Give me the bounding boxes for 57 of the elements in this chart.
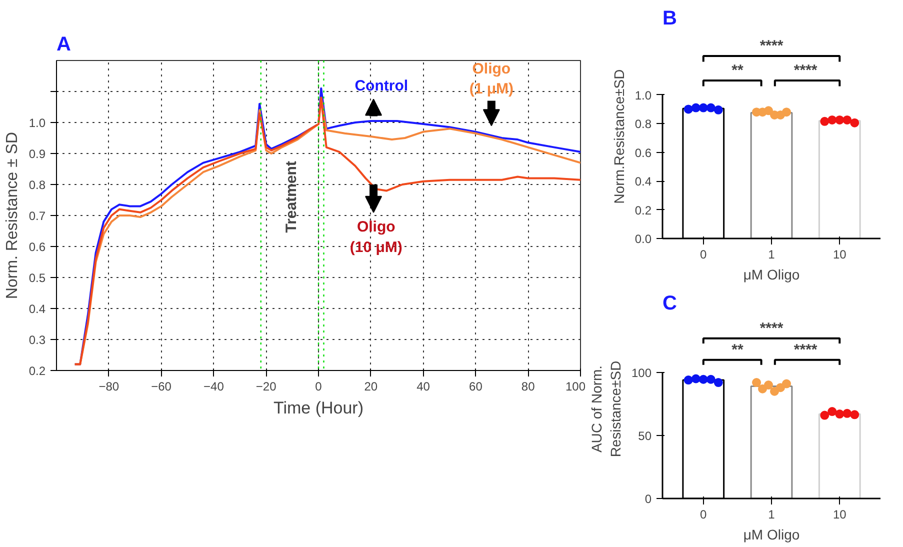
x-tick-label: 60 xyxy=(469,380,483,394)
x-tick-label: 40 xyxy=(416,380,430,394)
y-tick-label: 0.6 xyxy=(28,240,46,254)
x-tick-label: −80 xyxy=(98,380,120,394)
x-tick-label: 20 xyxy=(364,380,378,394)
series-label: Control xyxy=(354,78,408,95)
x-tick-label: 10 xyxy=(832,248,847,262)
y-tick-label: 0 xyxy=(644,492,652,506)
y-tick-label: 0.4 xyxy=(28,302,46,316)
x-tick-label: 0 xyxy=(315,380,322,394)
text: **** xyxy=(794,342,818,359)
text: Oligo (1 μM) xyxy=(469,60,514,98)
y-tick-label: 0.8 xyxy=(28,178,46,192)
x-tick-label: −60 xyxy=(151,380,172,394)
x-axis-title: μM Oligo xyxy=(743,526,800,542)
x-tick-label: 10 xyxy=(832,508,847,522)
y-tick-label: 0.5 xyxy=(28,271,46,285)
text: ** xyxy=(732,62,744,80)
chart-title: B xyxy=(662,8,677,30)
bar xyxy=(750,386,793,498)
x-tick-label: −40 xyxy=(204,380,224,394)
y-tick-label: 0.2 xyxy=(634,203,652,218)
y-tick-label: 0.7 xyxy=(28,209,46,223)
y-tick-label: 0.4 xyxy=(634,174,652,189)
x-tick-label: 1 xyxy=(768,508,776,522)
x-tick-label: 0 xyxy=(700,508,708,522)
text: **** xyxy=(760,38,784,55)
text: Oligo (10 μM) xyxy=(350,218,402,256)
y-tick-label: 0.6 xyxy=(634,146,652,160)
y-axis-title: AUC of Norm. Resistance±SD xyxy=(588,360,624,458)
x-tick-label: 0 xyxy=(700,248,708,262)
text: **** xyxy=(760,320,784,338)
chart-title: C xyxy=(662,292,677,314)
text: **** xyxy=(794,62,818,80)
annotation: Treatment xyxy=(283,161,300,233)
y-tick-label: 0.0 xyxy=(634,232,652,246)
bar xyxy=(818,120,861,238)
x-tick-label: 100 xyxy=(565,380,586,394)
bar xyxy=(818,413,861,498)
y-tick-label: 1.0 xyxy=(28,116,46,130)
x-tick-label: 80 xyxy=(521,380,536,394)
y-tick-label: 1.0 xyxy=(634,88,652,102)
y-tick-label: 0.2 xyxy=(28,364,46,378)
text: ** xyxy=(732,342,744,359)
y-axis-title: Norm. Resistance ± SD xyxy=(4,132,21,300)
y-tick-label: 0.3 xyxy=(28,333,46,347)
x-axis-title: μM Oligo xyxy=(743,266,800,282)
x-tick-label: −20 xyxy=(256,380,277,394)
y-tick-label: 0.8 xyxy=(634,117,652,132)
y-tick-label: 50 xyxy=(638,428,652,443)
y-axis-title: Norm.Resistance±SD xyxy=(610,69,627,204)
y-tick-label: 0.9 xyxy=(28,147,46,161)
x-tick-label: 1 xyxy=(768,248,776,262)
chart-title: A xyxy=(56,34,71,56)
y-tick-label: 100 xyxy=(631,366,652,380)
x-axis-title: Time (Hour) xyxy=(273,398,364,418)
bar xyxy=(750,112,793,238)
